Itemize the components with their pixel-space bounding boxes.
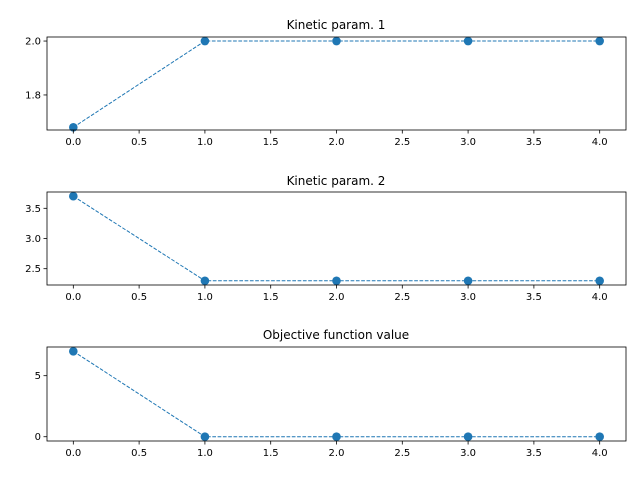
subplot-3-x-tick-label: 4.0 bbox=[592, 448, 608, 459]
subplot-2-x-tick-label: 3.5 bbox=[526, 292, 542, 303]
subplot-3-x-tick-label: 1.0 bbox=[197, 448, 213, 459]
subplot-3-data-point bbox=[595, 432, 604, 442]
subplot-3-x-tick-label: 0.0 bbox=[65, 448, 81, 459]
subplot-1-x-tick-label: 4.0 bbox=[592, 137, 608, 148]
subplot-3: Objective function value 0.0 0.5 1.0 1.5 2.0… bbox=[35, 328, 627, 459]
subplot-2-y-tick-label: 3.0 bbox=[25, 234, 41, 245]
subplot-2-title: Kinetic param. 2 bbox=[287, 174, 386, 188]
subplot-3-y-tick-label: 0 bbox=[35, 432, 41, 443]
subplot-1-data-point bbox=[463, 36, 473, 46]
subplot-2-x-tick-label: 1.5 bbox=[263, 292, 279, 303]
subplot-2-y-tick-label: 2.5 bbox=[25, 264, 41, 275]
subplot-3-data-point bbox=[200, 432, 210, 442]
subplot-1-x-tick-label: 1.0 bbox=[197, 137, 213, 148]
subplot-2-x-tick-label: 1.0 bbox=[197, 292, 213, 303]
subplot-1-x-ticks: 0.0 0.5 1.0 1.5 2.0 2.5 3.0 3.5 4.0 bbox=[65, 130, 608, 148]
subplot-2-data-point bbox=[463, 276, 473, 286]
subplot-1-data-point bbox=[595, 36, 604, 46]
subplot-3-x-tick-label: 3.5 bbox=[526, 448, 542, 459]
subplot-2-x-tick-label: 3.0 bbox=[460, 292, 476, 303]
subplot-2-data-point bbox=[69, 191, 78, 201]
subplot-2-x-tick-label: 0.5 bbox=[131, 292, 147, 303]
subplot-3-title: Objective function value bbox=[263, 328, 409, 342]
subplot-2-data-point bbox=[200, 276, 210, 286]
subplot-2-x-tick-label: 4.0 bbox=[592, 292, 608, 303]
subplot-2-data-point bbox=[332, 276, 341, 286]
subplot-1-marks bbox=[69, 36, 604, 132]
subplot-1-data-point bbox=[332, 36, 341, 46]
subplot-3-y-tick-label: 5 bbox=[35, 371, 41, 382]
subplot-1-data-point bbox=[200, 36, 210, 46]
subplot-1-x-tick-label: 3.5 bbox=[526, 137, 542, 148]
subplot-2-x-tick-label: 2.5 bbox=[394, 292, 410, 303]
subplot-1-x-tick-label: 0.5 bbox=[131, 137, 147, 148]
subplot-3-x-tick-label: 1.5 bbox=[263, 448, 279, 459]
subplot-1-y-tick-label: 2.0 bbox=[25, 37, 41, 48]
subplot-1-x-tick-label: 2.5 bbox=[394, 137, 410, 148]
subplot-3-marks bbox=[69, 346, 604, 442]
subplot-3-x-tick-label: 3.0 bbox=[460, 448, 476, 459]
subplot-2: Kinetic param. 2 0.0 0.5 1.0 1.5 2.0 2.5 3.0 3.… bbox=[25, 174, 627, 303]
subplot-2-x-tick-label: 2.0 bbox=[329, 292, 345, 303]
subplot-3-data-point bbox=[463, 432, 473, 442]
subplot-2-data-point bbox=[595, 276, 604, 286]
subplot-1-x-tick-label: 2.0 bbox=[329, 137, 345, 148]
subplot-3-x-ticks: 0.0 0.5 1.0 1.5 2.0 2.5 3.0 3.5 4.0 bbox=[65, 441, 608, 459]
subplot-1-x-tick-label: 0.0 bbox=[65, 137, 81, 148]
subplot-1-title: Kinetic param. 1 bbox=[287, 18, 386, 32]
subplot-3-x-tick-label: 2.5 bbox=[394, 448, 410, 459]
subplot-2-x-tick-label: 0.0 bbox=[65, 292, 81, 303]
subplot-1-y-ticks: 1.8 2.0 bbox=[25, 37, 47, 101]
subplot-3-x-tick-label: 0.5 bbox=[131, 448, 147, 459]
subplot-2-marks bbox=[69, 191, 604, 286]
subplot-3-data-point bbox=[69, 346, 78, 356]
subplot-3-y-ticks: 05 bbox=[35, 371, 47, 443]
subplot-1-x-tick-label: 1.5 bbox=[263, 137, 279, 148]
subplot-3-data-point bbox=[332, 432, 341, 442]
subplot-2-y-ticks: 2.5 3.0 3.5 bbox=[25, 204, 47, 275]
subplot-2-y-tick-label: 3.5 bbox=[25, 204, 41, 215]
subplot-1-data-point bbox=[69, 123, 78, 132]
subplot-2-x-ticks: 0.0 0.5 1.0 1.5 2.0 2.5 3.0 3.5 4.0 bbox=[65, 285, 608, 303]
subplot-1: Kinetic param. 1 0.0 0.5 1.0 1.5 2.0 2.5 3.0 3.… bbox=[25, 18, 627, 148]
subplot-1-x-tick-label: 3.0 bbox=[460, 137, 476, 148]
subplot-3-x-tick-label: 2.0 bbox=[329, 448, 345, 459]
subplot-1-y-tick-label: 1.8 bbox=[25, 90, 41, 101]
